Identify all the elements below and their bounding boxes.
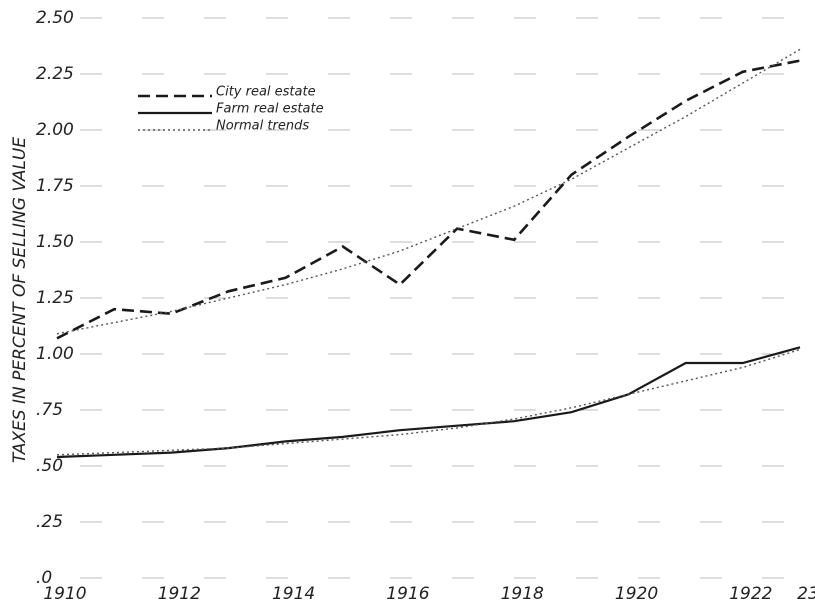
x-tick-label: 1914 [272,584,315,604]
x-tick-label: 1912 [158,584,201,604]
series-line [56,346,801,459]
legend-label: Farm real estate [216,102,324,117]
series-line [56,59,801,340]
y-tick-label: .0 [36,568,52,588]
y-tick-label: 2.25 [36,64,74,84]
series-line [56,348,801,456]
x-tick-label: 1920 [615,584,658,604]
legend-label: City real estate [216,85,316,100]
y-tick-label: 2.50 [36,8,74,28]
y-axis-label: TAXES IN PERCENT OF SELLING VALUE [10,137,30,463]
y-tick-label: 2.00 [36,120,74,140]
y-tick-label: 1.75 [36,176,74,196]
x-tick-label: 1910 [43,584,86,604]
x-tick-label: 1922 [729,584,772,604]
y-tick-label: .50 [36,456,63,476]
series-line [56,48,801,335]
x-tick-label: 23 [797,584,815,604]
x-tick-label: 1918 [501,584,544,604]
y-tick-label: 1.50 [36,232,74,252]
y-tick-label: .75 [36,400,63,420]
y-tick-label: 1.25 [36,288,74,308]
y-tick-label: 1.00 [36,344,74,364]
x-tick-label: 1916 [386,584,429,604]
legend-label: Normal trends [216,119,309,134]
y-tick-label: .25 [36,512,63,532]
